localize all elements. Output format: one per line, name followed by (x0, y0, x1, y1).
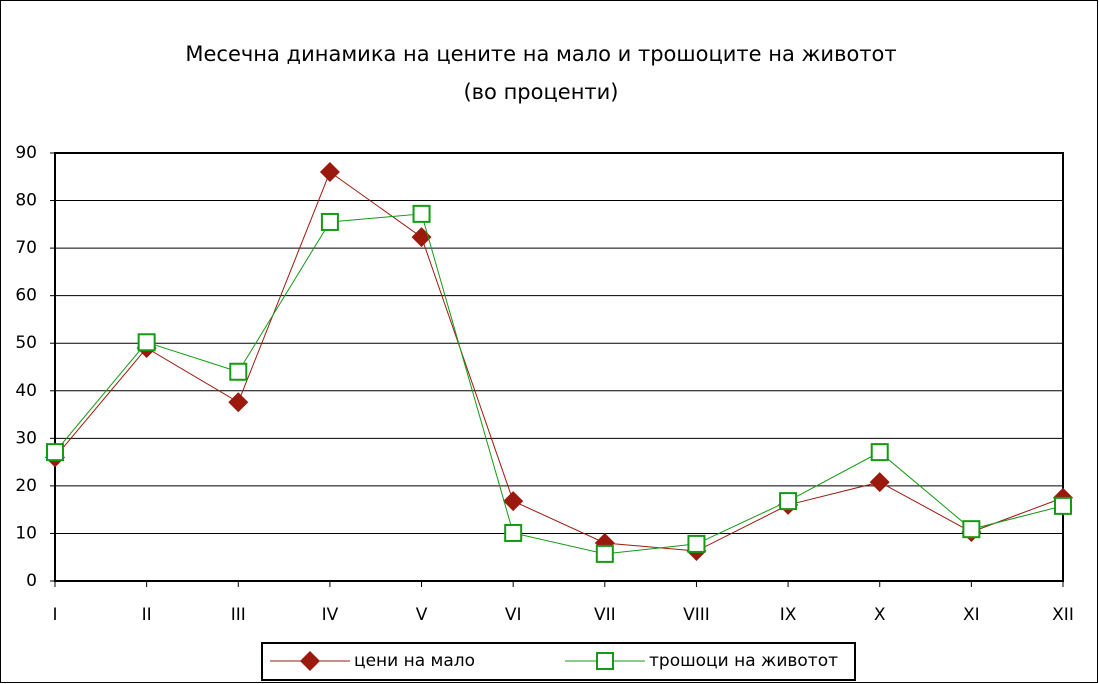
point (300, 651, 320, 671)
point (229, 362, 248, 381)
y-tick-label: 50 (15, 333, 37, 353)
point (1054, 496, 1072, 515)
point (228, 392, 249, 413)
x-tick-label: I (52, 605, 57, 625)
y-tick-label: 90 (15, 143, 37, 163)
point (869, 472, 890, 493)
point (46, 443, 64, 462)
point (870, 443, 889, 462)
point (412, 204, 431, 223)
chart-subtitle: (во проценти) (463, 80, 618, 104)
x-tick-label: VII (594, 605, 616, 625)
point (687, 534, 706, 553)
x-tick-label: XI (963, 605, 980, 625)
legend-box (261, 642, 856, 681)
x-tick-label: VIII (683, 605, 710, 625)
x-tick-label: X (874, 605, 886, 625)
point (962, 520, 981, 539)
point (319, 162, 340, 183)
x-tick-label: V (416, 605, 428, 625)
point (320, 212, 339, 231)
series-line (54, 171, 1064, 552)
point (596, 652, 614, 670)
x-tick-label: VI (505, 605, 522, 625)
y-tick-label: 0 (26, 571, 37, 591)
x-tick-label: IV (322, 605, 339, 625)
x-tick-label: II (142, 605, 152, 625)
point (595, 544, 614, 563)
y-tick-label: 20 (15, 476, 37, 496)
chart-title: Месечна динамика на цените на мало и тро… (185, 42, 896, 66)
y-tick-label: 70 (15, 238, 37, 258)
x-tick-label: III (231, 605, 246, 625)
plot-area (55, 153, 1063, 581)
point (779, 492, 798, 511)
point (137, 333, 156, 352)
point (504, 523, 523, 542)
series-line (54, 213, 1064, 555)
y-tick-label: 30 (15, 428, 37, 448)
legend-label: трошоци на животот (649, 651, 838, 671)
plot-border (54, 152, 1064, 582)
legend-label: цени на мало (354, 651, 475, 671)
point (503, 491, 524, 512)
y-tick-label: 10 (15, 523, 37, 543)
x-tick-label: XII (1052, 605, 1074, 625)
y-tick-label: 40 (15, 381, 37, 401)
x-tick-label: IX (780, 605, 797, 625)
y-tick-label: 60 (15, 286, 37, 306)
y-tick-label: 80 (15, 191, 37, 211)
